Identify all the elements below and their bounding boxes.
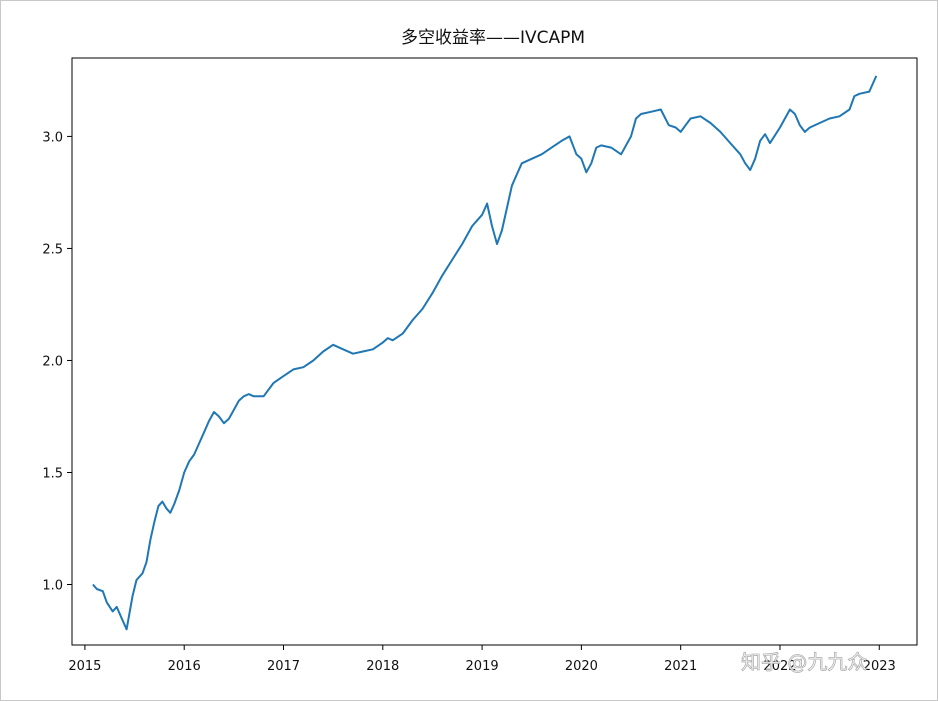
- series-line: [92, 75, 878, 631]
- y-tick-label: 2.0: [42, 354, 63, 369]
- x-tick-label: 2023: [863, 659, 896, 674]
- x-tick-label: 2019: [466, 659, 499, 674]
- axis-ticks: 2015 2016 2017 2018 2019 2020 2021 2022 2023 1.0 1…: [42, 130, 896, 674]
- x-tick-label: 2020: [565, 659, 598, 674]
- chart-title: 多空收益率——IVCAPM: [401, 28, 585, 48]
- x-tick-label: 2018: [366, 659, 399, 674]
- y-tick-label: 1.0: [42, 579, 63, 594]
- x-tick-label: 2017: [267, 659, 300, 674]
- plot-frame: [71, 57, 918, 646]
- y-tick-label: 2.5: [42, 242, 63, 257]
- x-tick-label: 2022: [763, 659, 796, 674]
- x-tick-label: 2021: [664, 659, 697, 674]
- y-tick-label: 3.0: [42, 130, 63, 145]
- x-tick-label: 2015: [68, 659, 101, 674]
- watermark-text: 知乎 @九九众: [741, 650, 867, 674]
- y-tick-label: 1.5: [42, 466, 63, 481]
- x-tick-label: 2016: [168, 659, 201, 674]
